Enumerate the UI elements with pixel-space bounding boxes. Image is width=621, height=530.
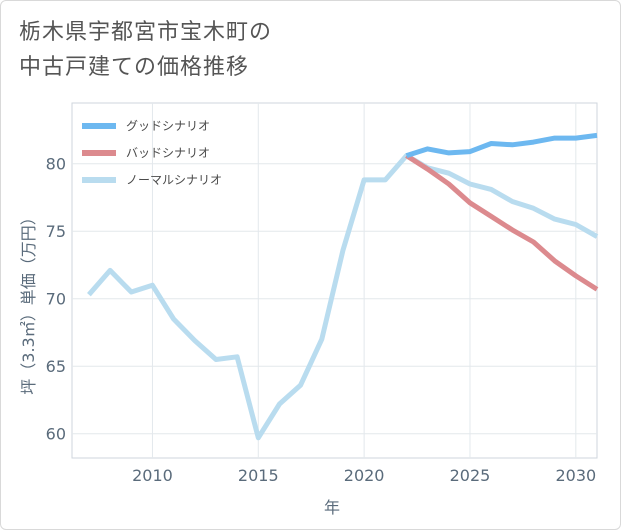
y-axis-title: 坪（3.3㎡）単価（万円）: [19, 209, 38, 394]
series-line-3: [87, 153, 599, 441]
y-tick-label-80: 80: [46, 155, 66, 174]
legend-label-2: バッドシナリオ: [126, 146, 210, 160]
x-tick-label-2015: 2015: [238, 466, 279, 485]
legend-label-3: ノーマルシナリオ: [126, 173, 222, 187]
tick-labels: 2010 2015 2020 2025 2030 60 65 70 75 80: [46, 155, 597, 485]
x-tick-label-2010: 2010: [132, 466, 173, 485]
chart-title-line-2: 中古戸建ての価格推移: [19, 55, 250, 80]
chart-title-line-1: 栃木県宇都宮市宝木町の: [19, 20, 273, 45]
y-tick-label-65: 65: [46, 357, 66, 376]
legend-label-1: グッドシナリオ: [126, 119, 210, 133]
y-tick-label-60: 60: [46, 425, 66, 444]
series-lines: [87, 132, 599, 441]
x-axis-title: 年: [324, 498, 340, 517]
y-tick-label-75: 75: [46, 222, 66, 241]
x-tick-label-2030: 2030: [555, 466, 596, 485]
series-line-2: [405, 153, 599, 292]
x-tick-label-2020: 2020: [344, 466, 385, 485]
chart-title: 栃木県宇都宮市宝木町の 中古戸建ての価格推移: [19, 15, 599, 85]
x-tick-label-2025: 2025: [450, 466, 491, 485]
series-line-1: [405, 132, 598, 158]
y-tick-label-70: 70: [46, 290, 66, 309]
